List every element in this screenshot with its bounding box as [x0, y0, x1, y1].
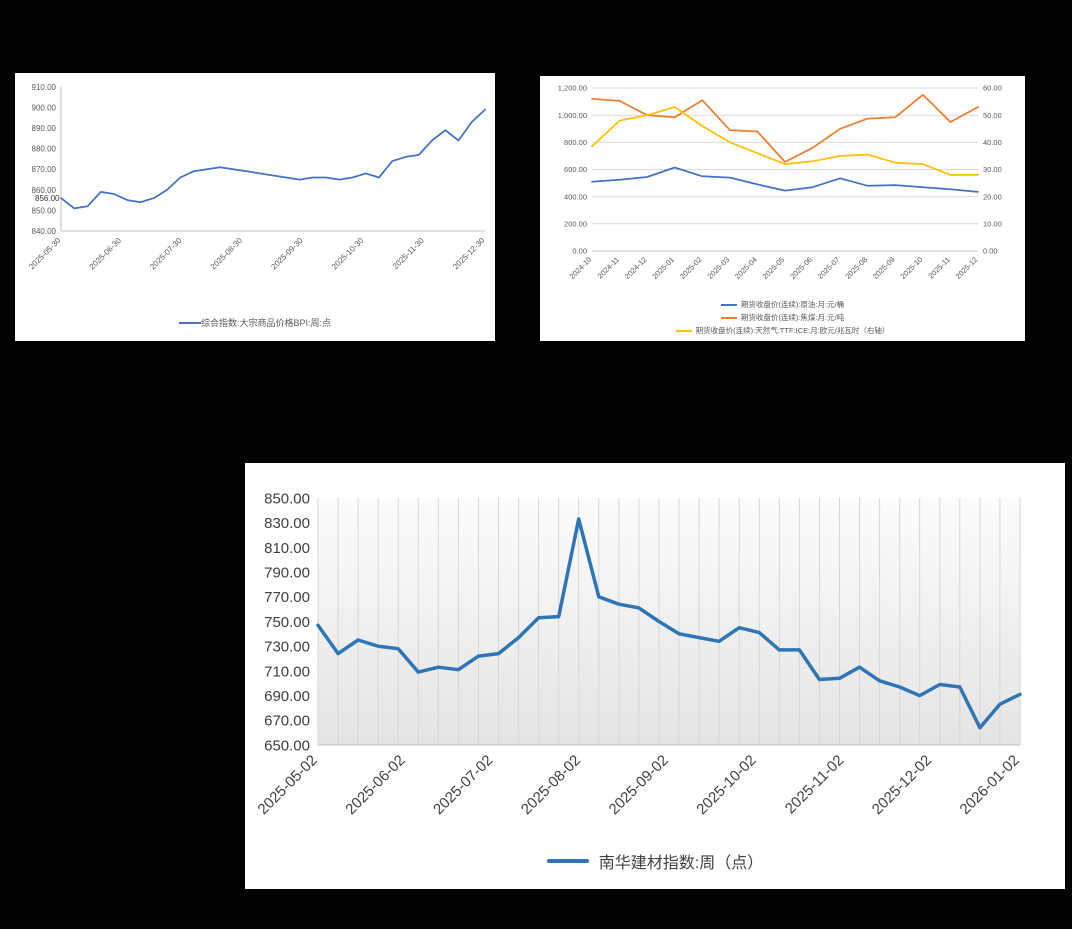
bpi-chart-canvas: 840.00 850.00 860.00 870.00 880.00 890.00 900.… — [27, 83, 487, 271]
svg-text:2025-07-30: 2025-07-30 — [148, 236, 184, 272]
svg-text:2024-10: 2024-10 — [568, 255, 594, 281]
svg-text:60.00: 60.00 — [983, 84, 1002, 93]
coking-coal-series-label: 期货收盘价(连续):焦煤:月:元/吨 — [740, 313, 845, 322]
svg-text:770.00: 770.00 — [264, 589, 310, 606]
futures-chart-panel: 0.00 200.00 400.00 600.00 800.00 1,000.00 1,20… — [540, 76, 1025, 341]
bpi-legend: 综合指数:大宗商品价格BPI:周:点 — [15, 316, 495, 329]
svg-text:2025-12-02: 2025-12-02 — [869, 752, 935, 818]
svg-text:2025-05: 2025-05 — [761, 255, 787, 281]
svg-text:2025-09: 2025-09 — [871, 255, 897, 281]
vertical-gridlines — [317, 498, 1021, 745]
legend-item-natural-gas: 期货收盘价(连续):天然气:TTF:ICE:月:欧元/兆瓦时（右轴） — [675, 325, 890, 336]
nanhua-chart-panel: 650.00 670.00 690.00 710.00 730.00 750.00 770.… — [245, 463, 1065, 889]
svg-text:2025-09-30: 2025-09-30 — [269, 236, 305, 272]
svg-text:2024-12: 2024-12 — [623, 255, 649, 281]
natural-gas-series-label: 期货收盘价(连续):天然气:TTF:ICE:月:欧元/兆瓦时（右轴） — [695, 326, 890, 335]
svg-text:2025-09-02: 2025-09-02 — [606, 752, 672, 818]
svg-text:900.00: 900.00 — [32, 104, 57, 113]
svg-text:40.00: 40.00 — [983, 138, 1002, 147]
svg-text:750.00: 750.00 — [264, 614, 310, 631]
horizontal-gridlines — [592, 87, 978, 225]
svg-text:2025-05-30: 2025-05-30 — [27, 236, 63, 272]
svg-text:1,000.00: 1,000.00 — [558, 111, 587, 120]
svg-text:2025-05-02: 2025-05-02 — [255, 752, 321, 818]
nanhua-legend: 南华建材指数:周（点） — [245, 849, 1065, 873]
series-lines — [60, 108, 486, 210]
svg-text:2025-12-30: 2025-12-30 — [451, 236, 487, 272]
svg-text:1,200.00: 1,200.00 — [558, 84, 587, 93]
svg-text:2025-10-02: 2025-10-02 — [693, 752, 759, 818]
svg-text:2025-12: 2025-12 — [954, 255, 980, 281]
svg-text:730.00: 730.00 — [264, 639, 310, 656]
svg-text:2025-11-02: 2025-11-02 — [782, 752, 847, 817]
svg-text:600.00: 600.00 — [564, 165, 587, 174]
svg-text:200.00: 200.00 — [564, 220, 587, 229]
tick-labels: 840.00 850.00 860.00 870.00 880.00 890.00 900.… — [27, 83, 487, 271]
svg-text:2025-10-30: 2025-10-30 — [330, 236, 366, 272]
svg-text:2025-08-02: 2025-08-02 — [518, 752, 584, 818]
futures-legend: 期货收盘价(连续):原油:月:元/桶 期货收盘价(连续):焦煤:月:元/吨 期货… — [540, 299, 1025, 336]
svg-text:20.00: 20.00 — [983, 192, 1002, 201]
coking-coal-series-marker — [720, 316, 737, 319]
svg-text:30.00: 30.00 — [983, 165, 1002, 174]
svg-text:650.00: 650.00 — [264, 737, 310, 754]
svg-text:2025-03: 2025-03 — [705, 255, 731, 281]
nanhua-series-marker — [546, 859, 589, 863]
svg-text:910.00: 910.00 — [32, 83, 57, 92]
svg-text:2025-06-30: 2025-06-30 — [88, 236, 124, 272]
svg-text:0.00: 0.00 — [983, 247, 998, 256]
svg-text:2025-07: 2025-07 — [816, 255, 842, 281]
svg-text:2025-10: 2025-10 — [898, 255, 924, 281]
svg-text:710.00: 710.00 — [264, 663, 310, 680]
svg-text:50.00: 50.00 — [983, 111, 1002, 120]
bpi-chart-panel: 840.00 850.00 860.00 870.00 880.00 890.00 900.… — [15, 73, 495, 341]
legend-item-coking-coal: 期货收盘价(连续):焦煤:月:元/吨 — [720, 312, 845, 323]
svg-text:690.00: 690.00 — [264, 688, 310, 705]
legend-item: 综合指数:大宗商品价格BPI:周:点 — [178, 316, 331, 329]
legend-item-crude-oil: 期货收盘价(连续):原油:月:元/桶 — [720, 299, 845, 310]
svg-text:2025-06-02: 2025-06-02 — [342, 752, 408, 818]
svg-text:840.00: 840.00 — [32, 227, 57, 236]
svg-text:2024-11: 2024-11 — [596, 255, 621, 280]
svg-text:850.00: 850.00 — [32, 206, 57, 215]
svg-text:890.00: 890.00 — [32, 124, 57, 133]
natural-gas-series-marker — [675, 329, 692, 332]
svg-text:2025-07-02: 2025-07-02 — [430, 752, 496, 818]
svg-text:2025-08-30: 2025-08-30 — [209, 236, 245, 272]
legend-item: 南华建材指数:周（点） — [546, 849, 764, 873]
bpi-series-label: 综合指数:大宗商品价格BPI:周:点 — [200, 318, 331, 328]
svg-text:850.00: 850.00 — [264, 490, 310, 507]
svg-text:2025-11: 2025-11 — [926, 255, 951, 280]
svg-text:2025-06: 2025-06 — [788, 255, 814, 281]
svg-text:2026-01-02: 2026-01-02 — [957, 752, 1023, 818]
plot-area — [318, 498, 1020, 745]
svg-text:2025-11-30: 2025-11-30 — [391, 236, 426, 271]
svg-text:670.00: 670.00 — [264, 713, 310, 730]
svg-text:2025-01: 2025-01 — [650, 255, 676, 281]
svg-text:2025-02: 2025-02 — [678, 255, 704, 281]
svg-text:856.00: 856.00 — [35, 194, 60, 203]
svg-text:880.00: 880.00 — [32, 145, 57, 154]
svg-text:2025-04: 2025-04 — [733, 255, 759, 281]
crude-oil-series-marker — [720, 303, 737, 306]
svg-text:870.00: 870.00 — [32, 165, 57, 174]
svg-text:400.00: 400.00 — [564, 192, 587, 201]
svg-text:10.00: 10.00 — [983, 220, 1002, 229]
svg-text:830.00: 830.00 — [264, 515, 310, 532]
svg-text:790.00: 790.00 — [264, 565, 310, 582]
svg-text:2025-08: 2025-08 — [843, 255, 869, 281]
first-point-data-label: 856.00 — [35, 194, 60, 203]
svg-text:0.00: 0.00 — [572, 247, 587, 256]
svg-text:800.00: 800.00 — [564, 138, 587, 147]
svg-text:810.00: 810.00 — [264, 540, 310, 557]
crude-oil-series-label: 期货收盘价(连续):原油:月:元/桶 — [740, 300, 845, 309]
nanhua-series-label: 南华建材指数:周（点） — [598, 855, 764, 872]
bpi-series-marker — [178, 321, 201, 324]
series-lines — [316, 517, 1022, 730]
futures-chart-canvas: 0.00 200.00 400.00 600.00 800.00 1,000.00 1,20… — [558, 84, 1002, 281]
nanhua-chart-canvas: 650.00 670.00 690.00 710.00 730.00 750.00 770.… — [255, 490, 1023, 818]
series-lines — [591, 93, 979, 193]
axis-lines — [60, 87, 485, 232]
svg-text:860.00: 860.00 — [32, 186, 57, 195]
